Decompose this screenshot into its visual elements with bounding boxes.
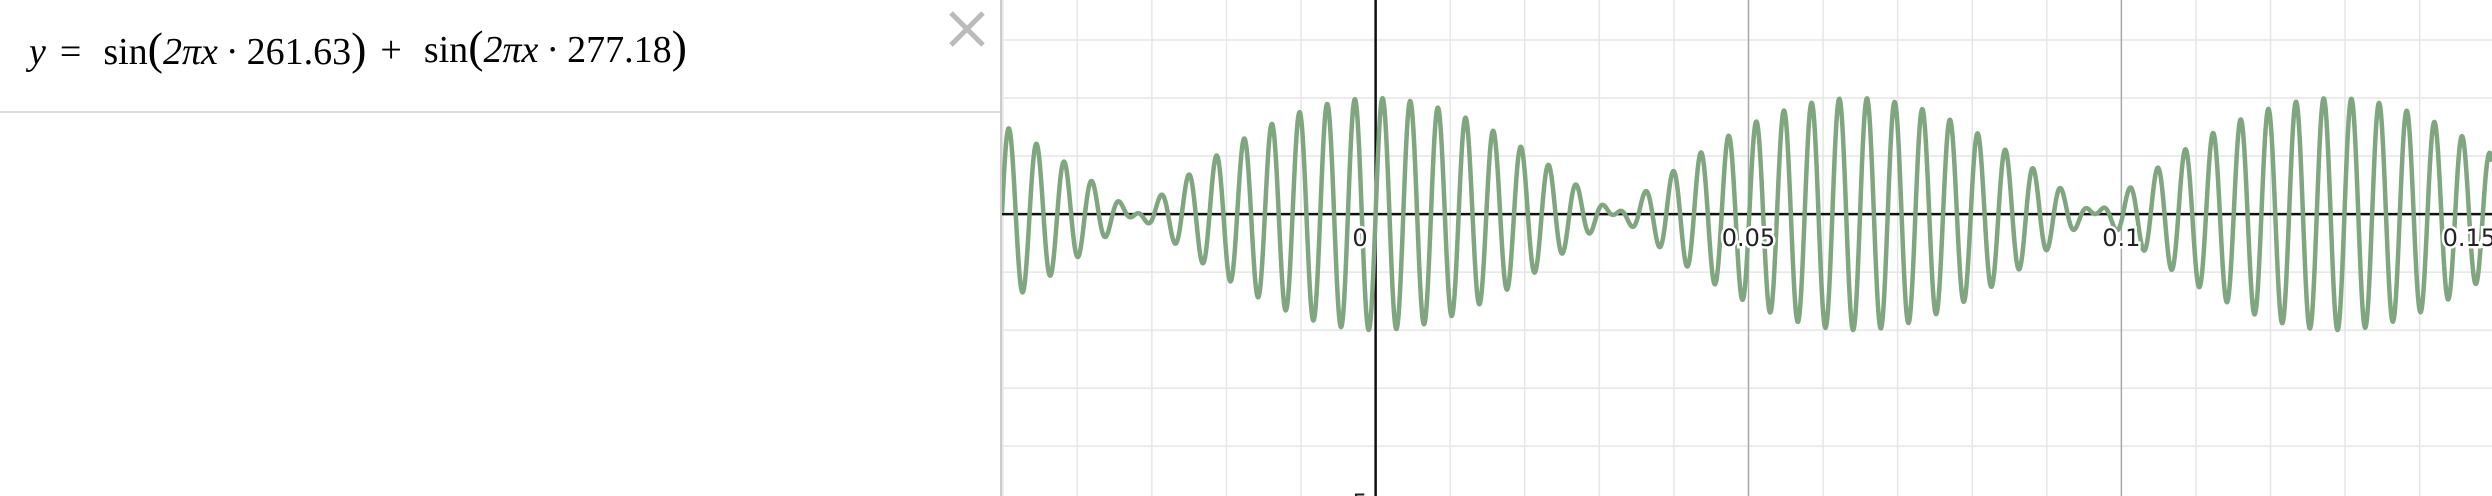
expr-func: sin xyxy=(103,31,147,73)
close-icon xyxy=(949,11,985,47)
expression-panel: y = sin(2πx · 261.63) + sin(2πx · 277.18) xyxy=(0,0,1002,496)
expr-paren: ) xyxy=(672,21,687,72)
expr-equals: = xyxy=(60,31,81,73)
expr-paren: ( xyxy=(468,21,483,72)
expr-plus: + xyxy=(380,29,401,71)
delete-button[interactable] xyxy=(949,11,985,47)
x-tick-label: 0.1 xyxy=(2102,224,2140,252)
expr-freq: 261.63 xyxy=(247,31,352,73)
expression-row[interactable]: y = sin(2πx · 261.63) + sin(2πx · 277.18) xyxy=(0,0,1000,113)
expr-dot: · xyxy=(546,29,559,71)
graph-paper[interactable]: 0 0.05 0.1 0.15 −5 xyxy=(1002,0,2492,496)
y-tick-label: −5 xyxy=(1332,489,1367,496)
expr-paren: ) xyxy=(351,23,366,74)
expr-arg: 2πx xyxy=(163,31,218,73)
function-curve xyxy=(1002,95,2492,333)
expr-arg: 2πx xyxy=(484,29,539,71)
expression: y = sin(2πx · 261.63) + sin(2πx · 277.18) xyxy=(25,21,687,74)
expr-paren: ( xyxy=(148,23,163,74)
x-tick-label: 0.15 xyxy=(2443,224,2492,252)
expr-dot: · xyxy=(226,31,239,73)
expression-svg: y = sin(2πx · 261.63) + sin(2πx · 277.18) xyxy=(25,11,985,74)
x-tick-label: 0.05 xyxy=(1722,224,1775,252)
x-tick-label: 0 xyxy=(1352,224,1367,252)
expr-lhs: y xyxy=(25,31,46,73)
expr-freq: 277.18 xyxy=(567,29,672,71)
expr-func: sin xyxy=(424,29,468,71)
